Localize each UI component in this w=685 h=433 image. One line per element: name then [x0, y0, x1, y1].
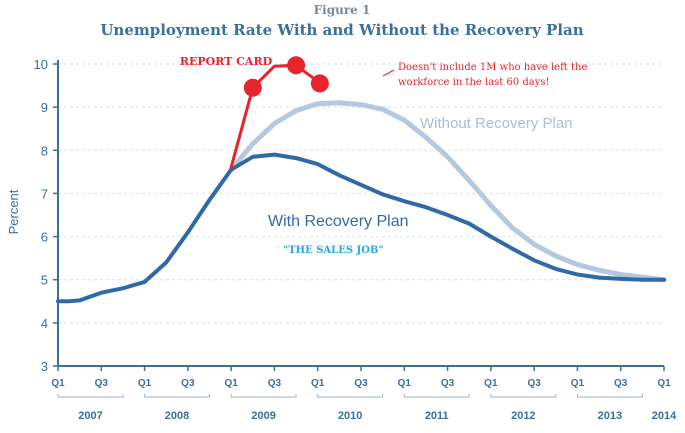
x-tick-label: Q3	[95, 378, 109, 389]
y-tick-label: 4	[41, 316, 48, 331]
x-tick-label: Q1	[657, 378, 671, 389]
year-bracket	[490, 394, 557, 398]
x-tick-label: Q3	[441, 378, 455, 389]
x-tick-label: Q1	[484, 378, 498, 389]
y-tick-label: 5	[41, 273, 48, 288]
year-bracket	[144, 394, 210, 398]
report-card-point	[310, 74, 329, 93]
y-axis-ticks: 3 4 5 6 7 8 9 10	[34, 57, 58, 374]
figure-label: Figure 1	[314, 3, 371, 17]
x-axis-ticks: Q1 Q3 Q1 Q3 Q1 Q3 Q1 Q3 Q1 Q3 Q1 Q3 Q1 Q3 Q1	[51, 366, 671, 389]
y-tick-label: 3	[41, 359, 48, 374]
y-tick-label: 9	[41, 100, 48, 115]
report-card-point	[243, 78, 262, 97]
year-label: 2010	[338, 410, 362, 422]
report-card-markers	[243, 56, 329, 97]
year-bracket	[230, 394, 297, 398]
y-tick-label: 7	[41, 186, 48, 201]
note-pointer	[382, 69, 395, 77]
year-label: 2012	[511, 410, 535, 422]
series-lines	[56, 63, 667, 304]
year-label: 2008	[165, 410, 189, 422]
x-tick-label: Q3	[527, 378, 541, 389]
x-tick-label: Q1	[398, 378, 412, 389]
without-plan-label: Without Recovery Plan	[420, 115, 573, 132]
year-label: 2013	[598, 410, 622, 422]
x-tick-label: Q1	[51, 378, 65, 389]
with-plan-label: With Recovery Plan	[268, 213, 409, 230]
year-label: 2011	[425, 410, 449, 422]
y-axis-label: Percent	[6, 189, 21, 234]
year-bracket	[576, 394, 643, 398]
x-tick-label: Q3	[181, 378, 195, 389]
y-tick-label: 10	[34, 57, 48, 72]
with-plan-line	[56, 152, 666, 304]
note-line-2: workforce in the last 60 days!	[398, 77, 550, 88]
x-tick-label: Q1	[224, 378, 238, 389]
year-label: 2009	[251, 410, 275, 422]
year-labels: 2007 2008 2009 2010 2011 2012 2013 2014	[57, 394, 677, 422]
x-tick-label: Q3	[614, 378, 628, 389]
year-label: 2007	[78, 410, 102, 422]
x-tick-label: Q3	[268, 378, 282, 389]
year-bracket	[57, 394, 124, 398]
gridlines	[58, 63, 664, 324]
without-plan-line	[228, 100, 667, 283]
y-tick-label: 6	[41, 230, 48, 245]
y-tick-label: 8	[41, 143, 48, 158]
chart-title: Unemployment Rate With and Without the R…	[100, 21, 583, 39]
sales-job-label: "THE SALES JOB"	[283, 245, 384, 256]
x-tick-label: Q3	[354, 378, 368, 389]
year-label: 2014	[652, 410, 677, 422]
report-card-point	[287, 56, 306, 75]
year-bracket	[317, 394, 384, 398]
x-tick-label: Q1	[138, 378, 152, 389]
x-tick-label: Q1	[571, 378, 585, 389]
x-tick-label: Q1	[311, 378, 325, 389]
year-bracket	[403, 394, 470, 398]
note-line-1: Doesn't include 1M who have left the	[398, 62, 587, 73]
report-card-label: REPORT CARD	[180, 55, 273, 68]
